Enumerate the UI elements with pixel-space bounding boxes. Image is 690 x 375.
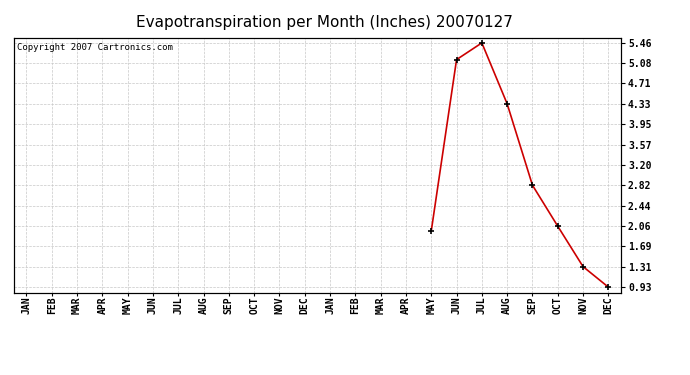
Text: Evapotranspiration per Month (Inches) 20070127: Evapotranspiration per Month (Inches) 20… xyxy=(136,15,513,30)
Text: Copyright 2007 Cartronics.com: Copyright 2007 Cartronics.com xyxy=(17,43,172,52)
